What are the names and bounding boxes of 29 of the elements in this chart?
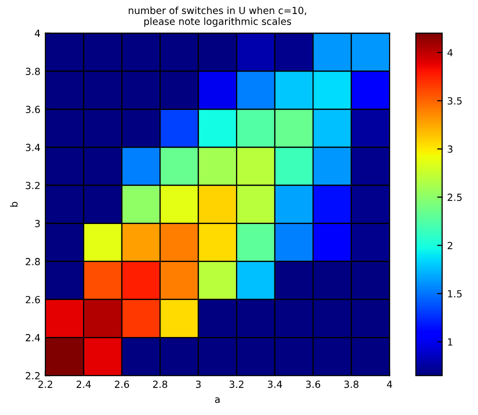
x-tick-label: 2.4 — [76, 380, 91, 388]
x-tick-label: 3.2 — [230, 380, 244, 388]
chart-title: number of switches in U when c=10, please note logarithmic scales — [128, 6, 306, 27]
color-bar-label: 3 — [448, 145, 452, 153]
y-tick-label: 4 — [34, 30, 40, 37]
x-tick-label: 4 — [386, 380, 392, 388]
y-tick-label: 3.8 — [26, 68, 40, 76]
x-tick-label: 2.6 — [114, 380, 130, 388]
color-bar-label: 3.5 — [448, 97, 462, 105]
color-bar-label: 1.5 — [448, 290, 462, 298]
color-bar-label: 2.5 — [448, 194, 462, 201]
y-axis-title: b — [10, 202, 18, 207]
y-tick-label: 3.2 — [26, 182, 40, 190]
x-tick-label: 3 — [196, 380, 201, 388]
y-tick-label: 3.4 — [26, 144, 40, 152]
x-tick-label: 3.6 — [306, 380, 320, 388]
color-bar-label: 1 — [448, 338, 452, 346]
color-bar-label: 2 — [448, 242, 452, 250]
x-tick-label: 3.4 — [268, 380, 282, 388]
y-tick-label: 3.6 — [26, 106, 40, 114]
color-bar-label: 4 — [447, 49, 453, 56]
y-tick-label: 2.4 — [26, 334, 40, 342]
y-tick-label: 2.2 — [26, 372, 40, 380]
x-axis-title: a — [215, 397, 220, 403]
y-tick-label: 3 — [35, 220, 40, 228]
y-tick-label: 2.8 — [26, 258, 40, 266]
x-tick-label: 2.8 — [153, 380, 168, 388]
x-tick-label: 3.8 — [344, 380, 358, 388]
y-tick-label: 2.6 — [26, 296, 40, 304]
